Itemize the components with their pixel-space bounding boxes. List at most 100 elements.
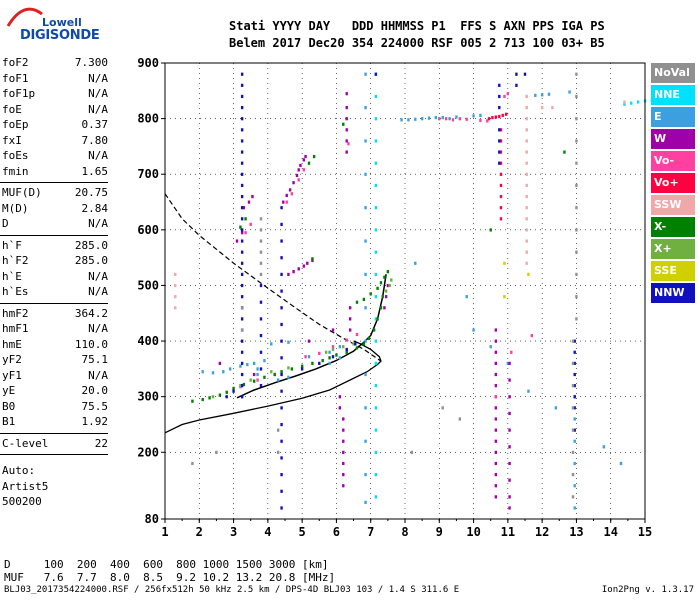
data-point: [285, 200, 288, 204]
data-point: [374, 139, 378, 143]
data-point: [280, 206, 283, 210]
data-point: [342, 428, 345, 432]
data-point: [573, 439, 576, 443]
data-point: [573, 350, 576, 354]
data-point: [240, 317, 244, 321]
data-point: [299, 163, 302, 168]
data-point: [280, 239, 283, 243]
chart-curves: [164, 193, 387, 434]
data-point: [280, 372, 283, 377]
data-point: [240, 150, 244, 154]
data-point: [331, 347, 335, 352]
data-point: [280, 272, 283, 277]
param-value: N/A: [88, 322, 108, 335]
data-point: [364, 105, 367, 110]
data-point: [575, 161, 578, 165]
data-point: [573, 372, 576, 377]
data-point: [292, 270, 295, 274]
x-tick-label: 7: [367, 525, 374, 539]
param-row: foEp 0.37: [2, 118, 108, 132]
data-point: [374, 295, 378, 299]
data-point: [285, 193, 288, 198]
data-point: [307, 339, 311, 343]
data-point: [338, 406, 342, 410]
data-point: [240, 261, 244, 265]
data-point: [563, 150, 566, 154]
data-point: [455, 115, 458, 119]
data-point: [489, 345, 492, 349]
data-point: [487, 117, 491, 121]
param-name: B0: [2, 399, 16, 413]
data-point: [208, 396, 211, 400]
data-point: [324, 350, 328, 354]
data-point: [527, 389, 530, 393]
param-name: yE: [2, 384, 16, 397]
data-point: [525, 150, 528, 154]
data-point: [331, 328, 335, 332]
digisonde-logo: Lowell DIGISONDE: [6, 6, 100, 46]
data-point: [355, 300, 359, 304]
param-row: MUF(D) 20.75: [2, 186, 108, 200]
data-point: [280, 339, 283, 343]
data-point: [494, 372, 498, 377]
param-name: MUF(D): [2, 186, 42, 199]
param-value: 22: [94, 436, 108, 450]
data-point: [287, 375, 290, 379]
data-point: [240, 350, 244, 354]
x-tick-label: 8: [401, 525, 408, 539]
data-point: [259, 239, 263, 243]
data-point: [240, 117, 244, 121]
data-point: [354, 342, 357, 346]
data-point: [508, 361, 511, 365]
data-point: [342, 439, 345, 443]
data-point: [240, 395, 244, 399]
data-point: [384, 289, 388, 293]
data-point: [364, 500, 367, 505]
data-point: [575, 317, 578, 321]
data-point: [364, 439, 367, 443]
data-point: [438, 117, 441, 121]
data-point: [174, 295, 177, 299]
y-tick-label: 900: [137, 56, 159, 70]
data-point: [240, 128, 244, 132]
data-point: [374, 406, 378, 410]
param-value: 364.2: [74, 306, 108, 320]
legend-item: W: [651, 129, 695, 149]
data-point: [218, 361, 222, 365]
data-point: [338, 345, 342, 349]
data-point: [525, 228, 528, 232]
data-point: [259, 317, 263, 321]
data-point: [448, 117, 451, 121]
data-point: [259, 261, 263, 265]
data-point: [374, 450, 378, 454]
param-name: yF2: [2, 353, 22, 366]
data-point: [515, 83, 518, 87]
data-point: [321, 359, 324, 363]
data-point: [571, 473, 575, 477]
data-point: [479, 113, 482, 117]
data-point: [540, 105, 544, 110]
x-tick-label: 14: [603, 525, 617, 539]
data-point: [491, 115, 494, 120]
data-point: [239, 364, 242, 368]
param-separator: [0, 182, 108, 183]
param-name: hmF1: [2, 322, 29, 335]
data-point: [240, 172, 244, 176]
data-point: [282, 200, 285, 204]
data-point: [247, 200, 251, 204]
data-point: [494, 428, 498, 432]
param-value: 1.65: [81, 164, 109, 178]
data-point: [240, 239, 244, 243]
x-tick-label: 2: [196, 525, 203, 539]
data-point: [374, 228, 378, 232]
param-separator: [0, 302, 108, 304]
param-name: hmF2: [2, 306, 29, 320]
data-point: [355, 346, 359, 350]
x-tick-label: 1: [161, 525, 168, 539]
data-point: [374, 183, 378, 188]
x-tick-label: 15: [638, 525, 652, 539]
legend-item: NoVal: [651, 63, 695, 83]
data-point: [252, 361, 256, 365]
data-point: [225, 390, 228, 394]
param-value: 285.0: [74, 254, 108, 267]
